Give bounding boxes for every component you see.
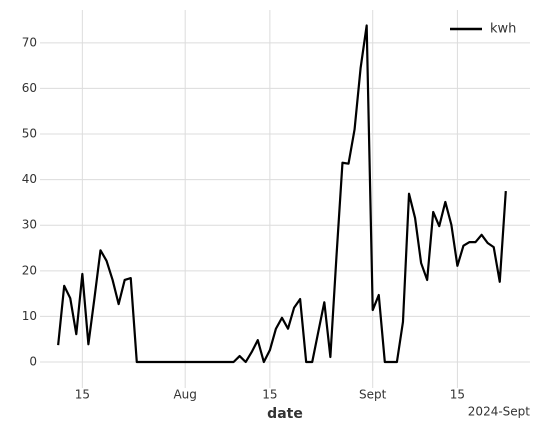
y-tick-label: 70	[22, 35, 37, 49]
y-tick-label: 10	[22, 309, 37, 323]
x-tick-label: 15	[262, 388, 277, 402]
y-tick-label: 40	[22, 172, 37, 186]
legend-label: kwh	[490, 22, 516, 37]
y-tick-label: 30	[22, 218, 37, 232]
x-tick-label: Sept	[359, 388, 387, 402]
x-tick-label: Aug	[173, 388, 196, 402]
x-axis-label: date	[267, 406, 303, 422]
y-tick-label: 0	[29, 355, 37, 369]
x-offset-label: 2024-Sept	[468, 405, 530, 419]
data-line	[57, 24, 507, 364]
y-tick-label: 60	[22, 81, 37, 95]
x-tick-label: 15	[450, 388, 465, 402]
y-tick-label: 50	[22, 127, 37, 141]
y-tick-label: 20	[22, 263, 37, 277]
x-tick-label: 15	[75, 388, 90, 402]
